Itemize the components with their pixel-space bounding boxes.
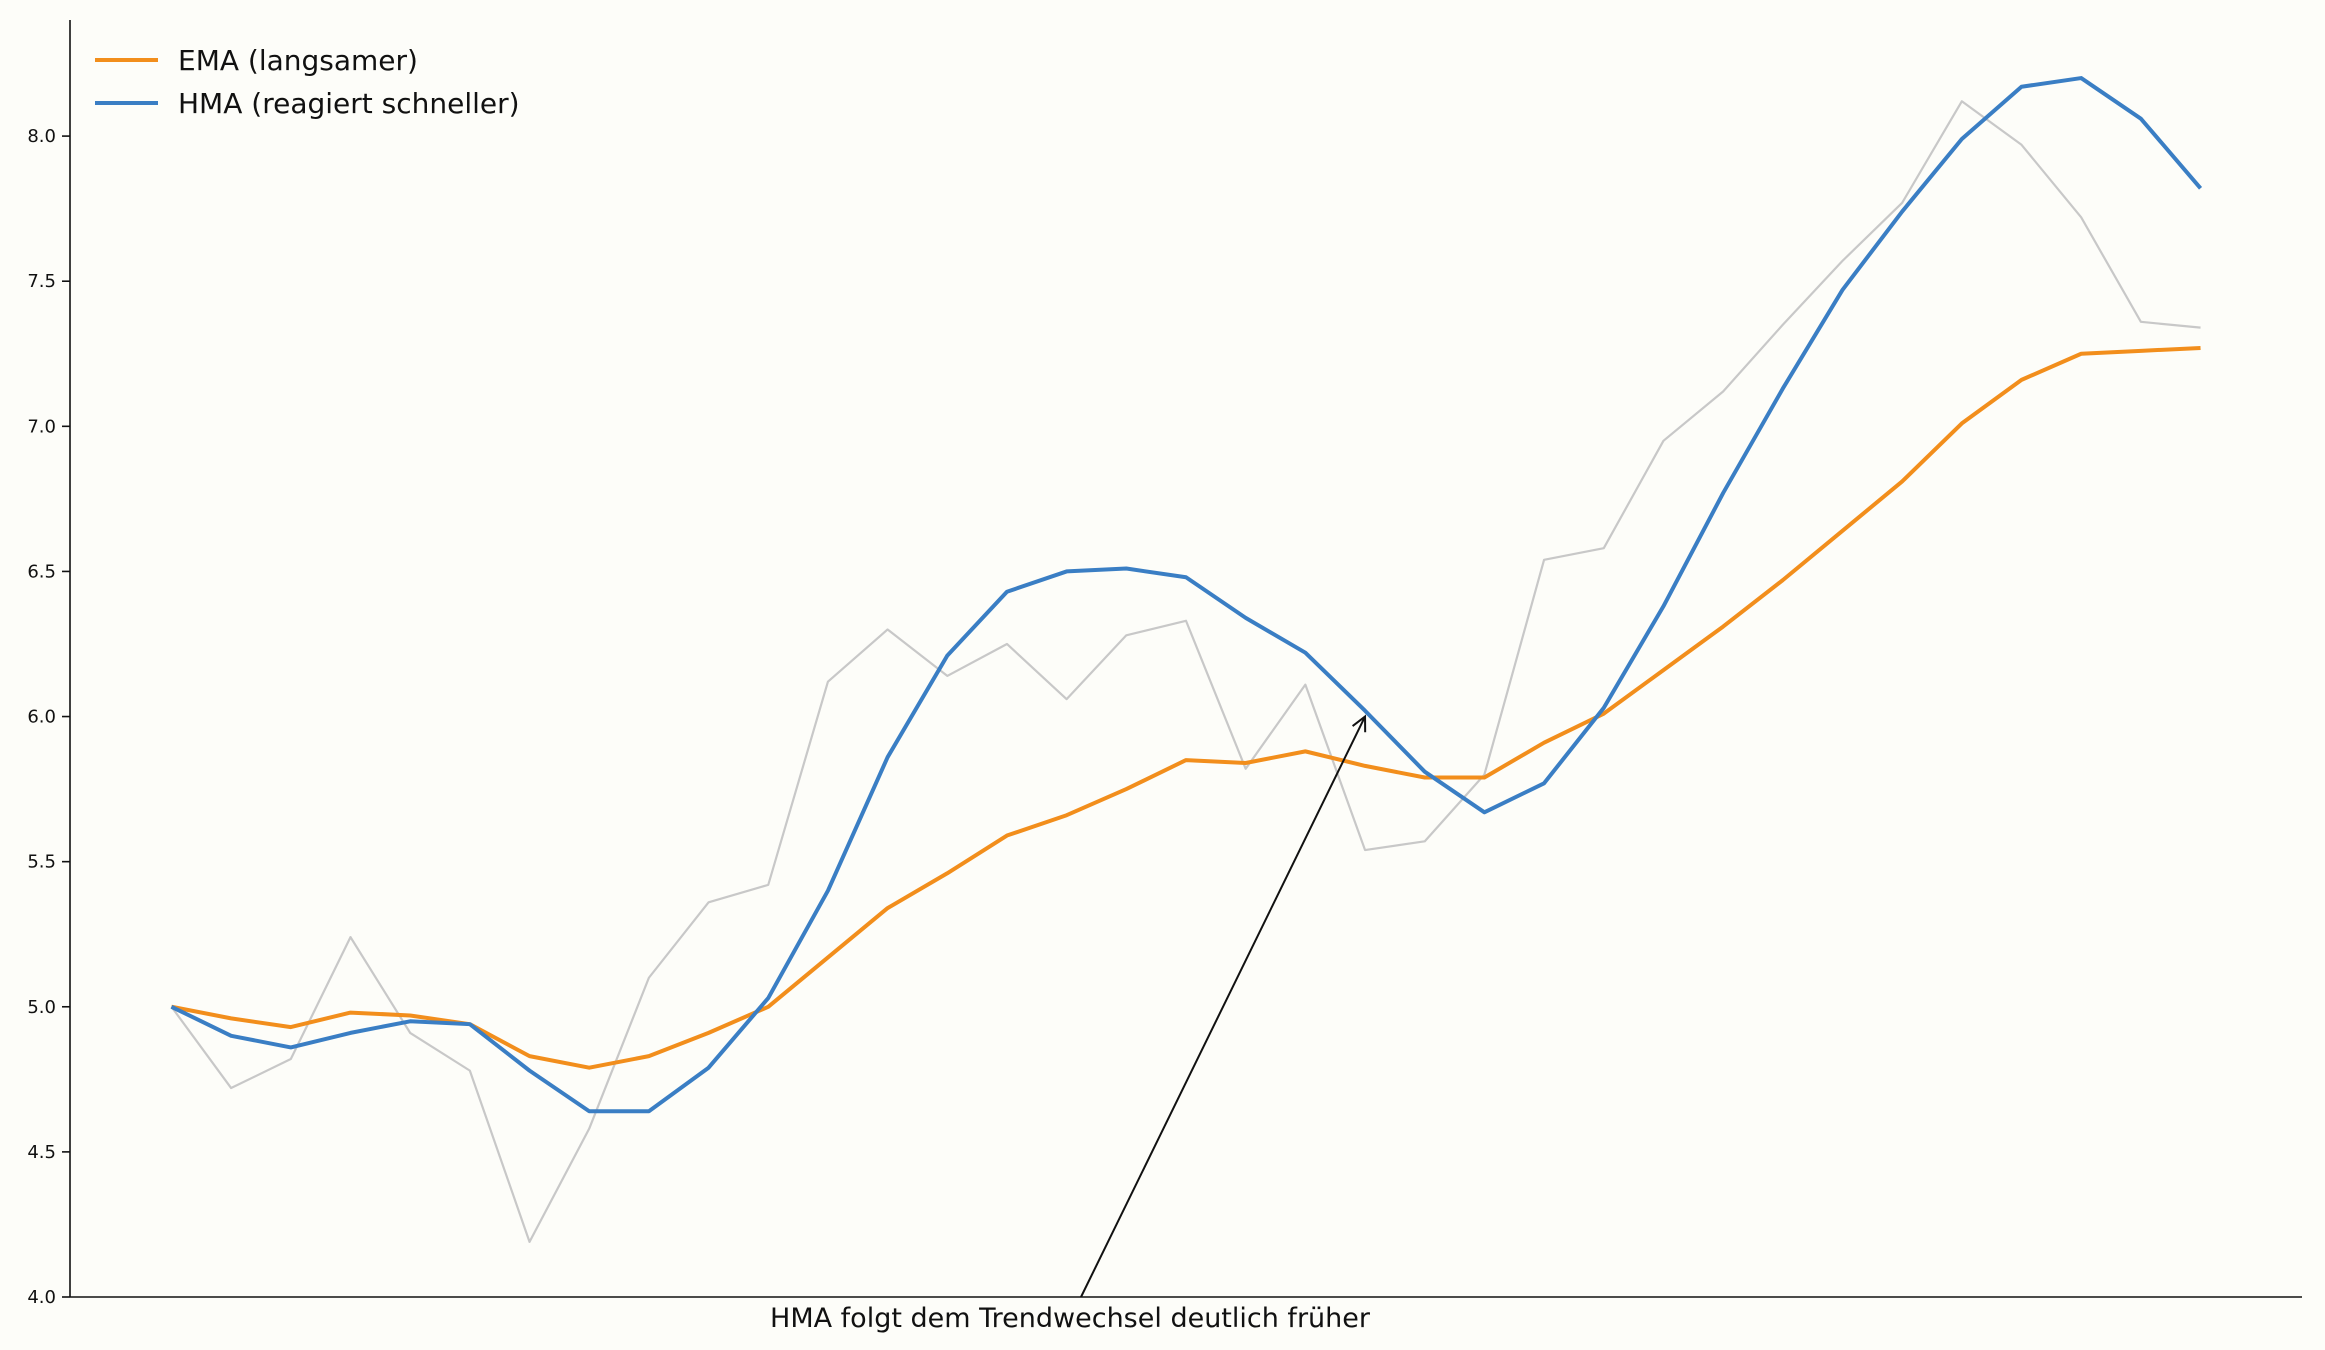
y-tick-label: 7.5 [27,271,56,292]
series-line-ema [171,345,2201,1070]
y-tick-label: 7.0 [27,416,56,437]
y-tick-label: 6.0 [27,707,56,728]
series-line-raw [170,100,2201,1243]
legend-label-hma: HMA (reagiert schneller) [178,87,520,120]
y-tick-label: 8.0 [27,126,56,147]
legend-label-ema: EMA (langsamer) [178,44,418,77]
axes-layer [69,20,2302,1298]
annotation-arrow-head [1351,714,1367,733]
y-ticks: 4.0 4.5 5.0 5.5 6.0 6.5 7.0 7.5 8.0 [27,126,70,1308]
y-tick-label: 4.5 [27,1142,56,1163]
annotation-text: HMA folgt dem Trendwechsel deutlich früh… [770,1303,1371,1334]
y-tick-label: 6.5 [27,561,56,582]
annotation-arrow [1080,716,1366,1298]
series-line-hma [170,76,2203,1114]
y-tick-label: 5.5 [27,852,56,873]
annotation: HMA folgt dem Trendwechsel deutlich früh… [770,714,1371,1334]
legend: EMA (langsamer) HMA (reagiert schneller) [95,44,520,120]
series-layer [170,76,2203,1243]
y-tick-label: 4.0 [27,1287,56,1308]
y-tick-label: 5.0 [27,997,56,1018]
